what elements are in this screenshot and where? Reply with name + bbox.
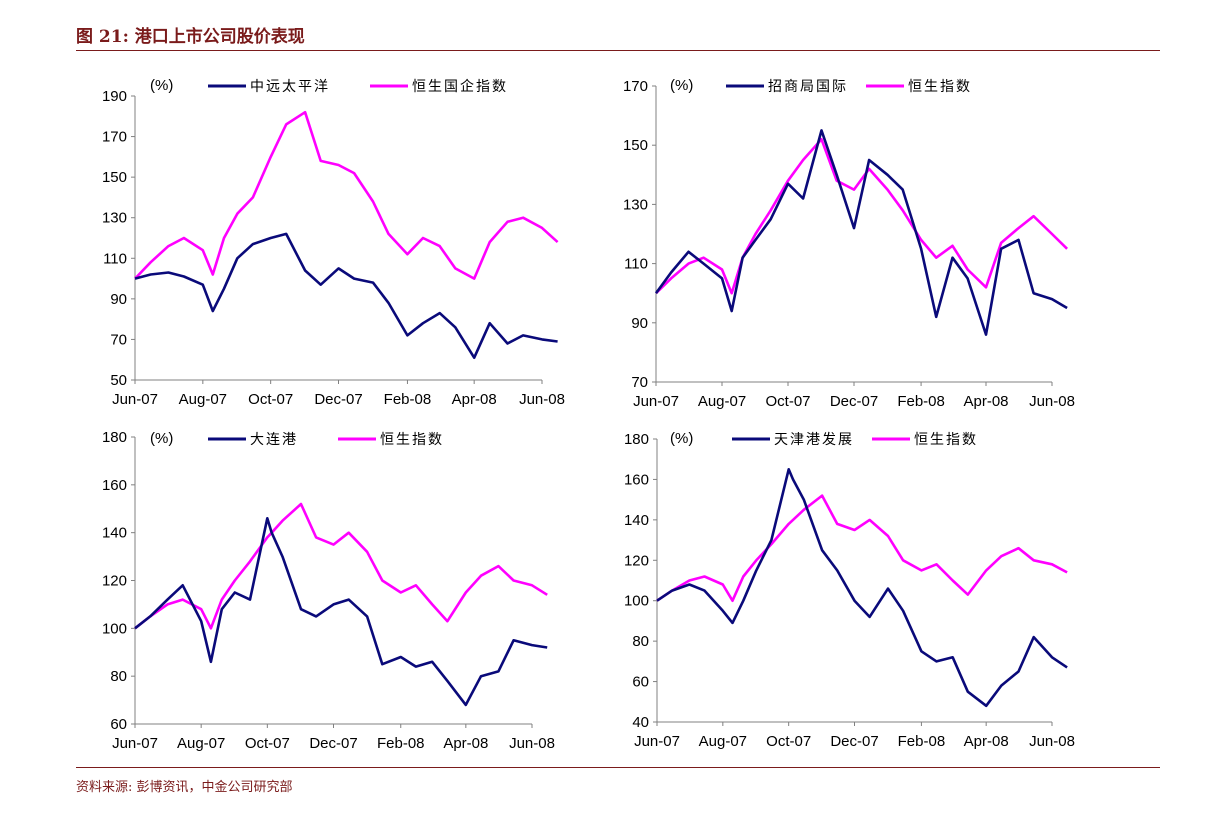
x-tick-label: Jun-07 xyxy=(112,735,158,752)
y-tick-label: 180 xyxy=(102,429,127,446)
x-tick-label: Jun-07 xyxy=(633,393,679,410)
y-tick-label: 70 xyxy=(631,374,648,391)
x-tick-label: Jun-07 xyxy=(112,391,158,408)
source-note: 资料来源: 彭博资讯，中金公司研究部 xyxy=(76,780,293,795)
y-tick-label: 180 xyxy=(624,431,649,448)
series-line-index xyxy=(134,502,548,630)
y-tick-label: 120 xyxy=(102,573,127,590)
legend-label: 恒生国企指数 xyxy=(412,78,508,95)
x-tick-label: Jun-08 xyxy=(1029,393,1075,410)
y-tick-label: 130 xyxy=(102,210,127,227)
x-tick-label: Dec-07 xyxy=(830,393,878,410)
y-tick-label: 40 xyxy=(632,714,649,731)
series-line-index xyxy=(656,494,1068,602)
y-tick-label: 190 xyxy=(102,88,127,105)
x-tick-label: Feb-08 xyxy=(897,393,945,410)
x-tick-label: Jun-08 xyxy=(519,391,565,408)
chart-dalian-port: 60 80 100 120 140 160 180 Jun-07 Aug-07 Oct-07 Dec… xyxy=(102,429,555,752)
x-tick-label: Feb-08 xyxy=(377,735,425,752)
legend-label: 恒生指数 xyxy=(380,432,444,448)
legend-label: 恒生指数 xyxy=(908,79,972,95)
x-tick-label: Jun-08 xyxy=(1029,733,1075,750)
y-tick-label: 140 xyxy=(102,525,127,542)
x-tick-label: Aug-07 xyxy=(177,735,225,752)
y-tick-label: 150 xyxy=(102,169,127,186)
y-tick-label: 110 xyxy=(624,256,648,273)
y-tick-label: 170 xyxy=(623,78,648,95)
x-tick-label: Dec-07 xyxy=(314,391,362,408)
chart-china-merchants: 70 90 110 130 150 170 Jun-07 Aug-07 Oct-07 Dec-07… xyxy=(623,77,1075,410)
y-tick-label: 80 xyxy=(632,633,649,650)
y-unit-label: (%) xyxy=(150,77,173,94)
y-tick-label: 110 xyxy=(103,250,127,267)
y-tick-label: 130 xyxy=(623,196,648,213)
x-tick-label: Feb-08 xyxy=(384,391,432,408)
y-tick-label: 120 xyxy=(624,552,649,569)
legend-label: 大连港 xyxy=(250,432,298,448)
y-unit-label: (%) xyxy=(670,430,693,447)
y-tick-label: 160 xyxy=(624,471,649,488)
series-line-stock xyxy=(134,232,558,360)
y-tick-label: 90 xyxy=(110,291,127,308)
x-tick-label: Aug-07 xyxy=(699,733,747,750)
y-tick-label: 170 xyxy=(102,129,127,146)
y-unit-label: (%) xyxy=(150,430,173,447)
y-tick-label: 100 xyxy=(102,620,127,637)
legend-label: 天津港发展 xyxy=(774,432,854,448)
x-tick-label: Dec-07 xyxy=(309,735,357,752)
title-divider xyxy=(76,50,1160,51)
y-tick-label: 100 xyxy=(624,593,649,610)
x-tick-label: Oct-07 xyxy=(766,733,811,750)
x-tick-label: Apr-08 xyxy=(452,391,497,408)
y-tick-label: 60 xyxy=(632,674,649,691)
y-tick-label: 60 xyxy=(110,716,127,733)
x-tick-label: Feb-08 xyxy=(898,733,946,750)
x-tick-label: Dec-07 xyxy=(830,733,878,750)
series-line-stock xyxy=(656,467,1068,708)
x-tick-label: Oct-07 xyxy=(245,735,290,752)
chart-cosco-pacific: 50 70 90 110 130 150 170 190 Jun-07 Aug-07 Oct-07 D… xyxy=(102,77,565,408)
y-tick-label: 140 xyxy=(624,512,649,529)
series-line-stock xyxy=(654,129,1068,336)
y-tick-label: 70 xyxy=(110,331,127,348)
series-line-index xyxy=(134,110,559,280)
x-tick-label: Apr-08 xyxy=(963,393,1008,410)
y-tick-label: 160 xyxy=(102,477,127,494)
chart-tianjin-port: 40 60 80 100 120 140 160 180 Jun-07 Aug-07 Oct-07 D… xyxy=(624,430,1075,750)
footer-divider xyxy=(76,767,1160,768)
x-tick-label: Apr-08 xyxy=(964,733,1009,750)
legend-label: 招商局国际 xyxy=(768,79,848,95)
figure-title: 图 21: 港口上市公司股价表现 xyxy=(76,27,305,47)
x-tick-label: Oct-07 xyxy=(248,391,293,408)
y-tick-label: 150 xyxy=(623,137,648,154)
x-tick-label: Jun-07 xyxy=(634,733,680,750)
series-line-stock xyxy=(134,517,548,707)
legend-label: 中远太平洋 xyxy=(250,79,330,95)
series-line-index xyxy=(655,138,1069,295)
x-tick-label: Jun-08 xyxy=(509,735,555,752)
legend-label: 恒生指数 xyxy=(914,432,978,448)
x-tick-label: Apr-08 xyxy=(443,735,488,752)
y-tick-label: 90 xyxy=(631,315,648,332)
x-tick-label: Aug-07 xyxy=(698,393,746,410)
x-tick-label: Oct-07 xyxy=(765,393,810,410)
y-unit-label: (%) xyxy=(670,77,693,94)
x-tick-label: Aug-07 xyxy=(179,391,227,408)
y-tick-label: 50 xyxy=(110,372,127,389)
y-tick-label: 80 xyxy=(110,668,127,685)
